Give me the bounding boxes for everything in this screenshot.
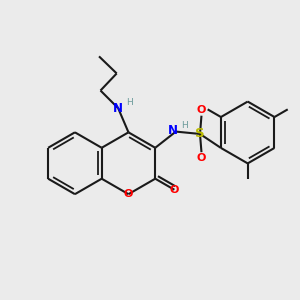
Text: N: N bbox=[113, 102, 123, 115]
Text: N: N bbox=[168, 124, 178, 136]
Text: O: O bbox=[197, 152, 206, 163]
Text: H: H bbox=[181, 121, 188, 130]
Text: O: O bbox=[124, 189, 133, 199]
Text: O: O bbox=[197, 105, 206, 116]
Text: O: O bbox=[170, 185, 179, 195]
Text: S: S bbox=[195, 128, 205, 140]
Text: H: H bbox=[126, 98, 133, 107]
